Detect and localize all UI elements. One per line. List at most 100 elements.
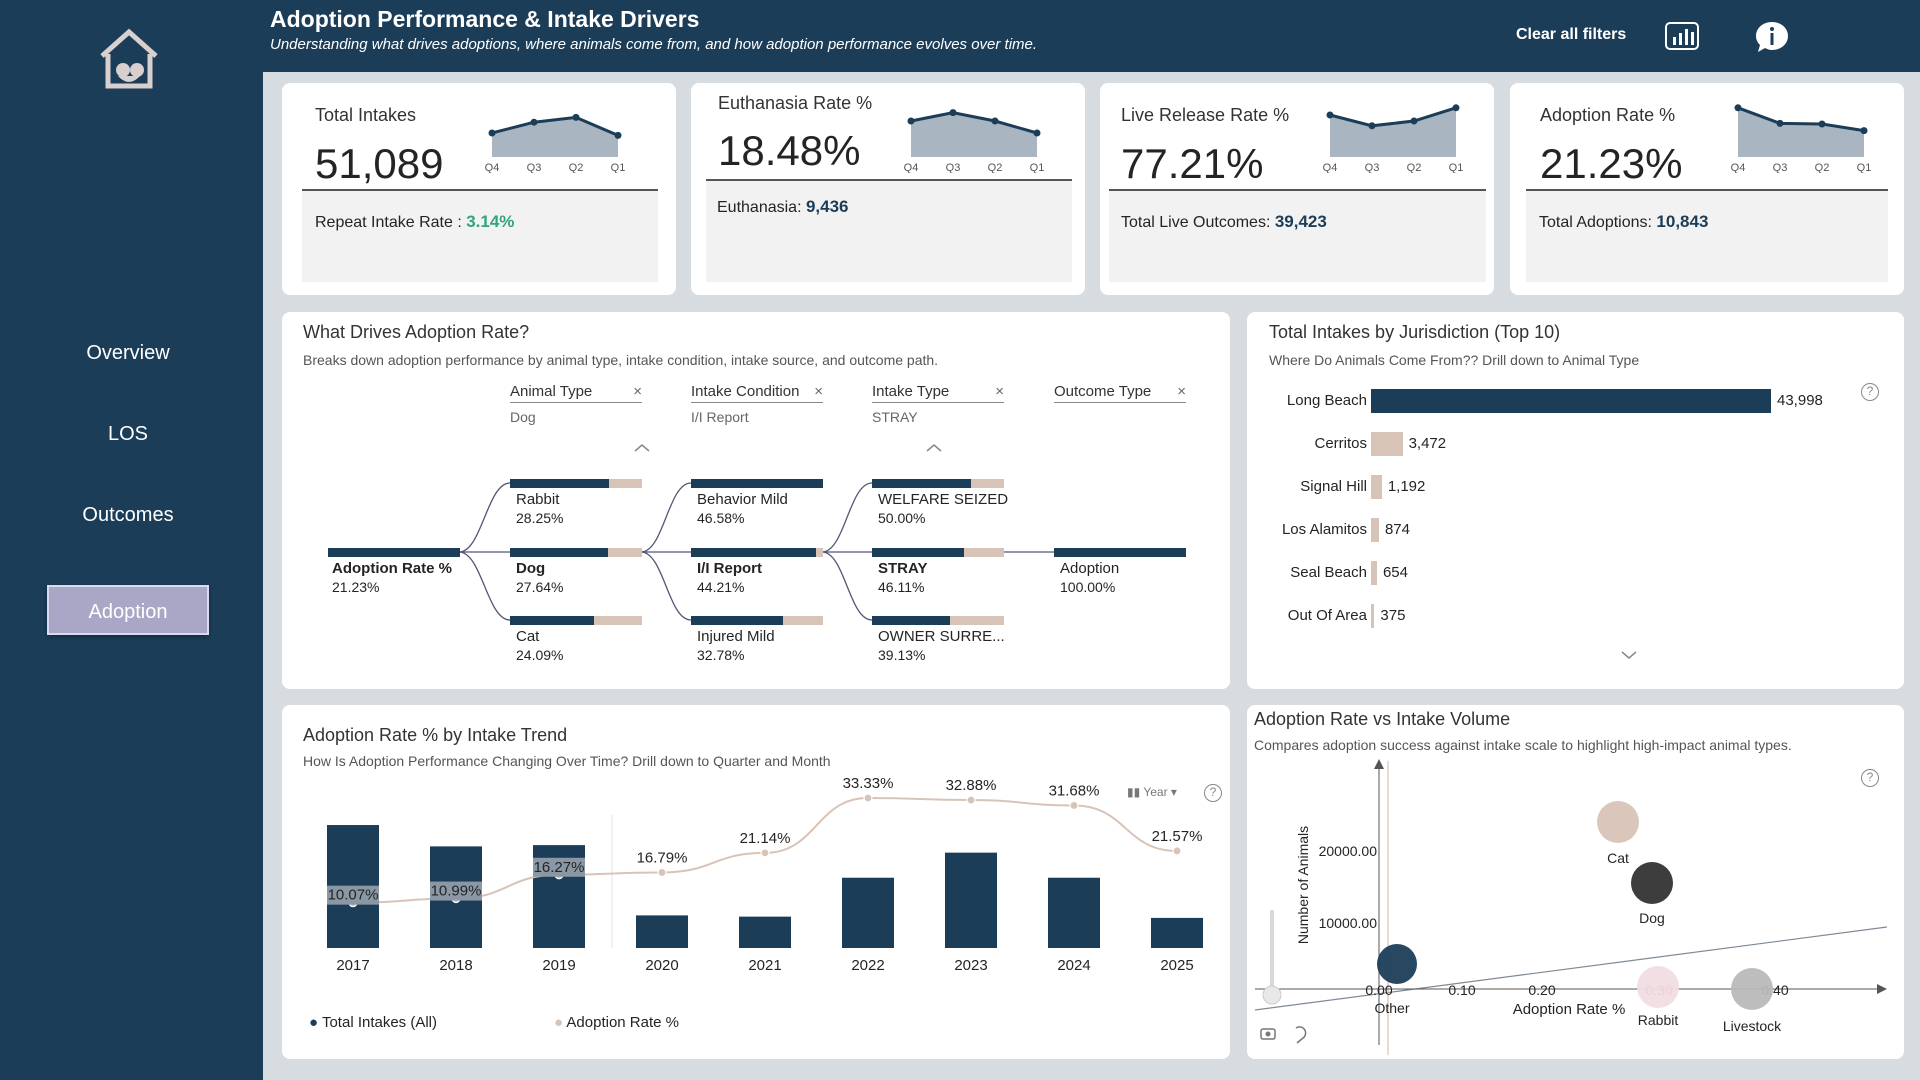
nav-overview[interactable]: Overview: [86, 342, 170, 364]
adoption-rate-point: [1172, 846, 1182, 856]
node-value: 21.23%: [332, 579, 380, 595]
kpi-card-euthanasia-rate: Euthanasia Rate % 18.48% Q4 Q3 Q2 Q1 Euthan…: [691, 83, 1085, 295]
page-title: Adoption Performance & Intake Drivers: [270, 6, 700, 32]
kpi-label: Euthanasia Rate %: [718, 93, 873, 113]
tree-node-ii-report[interactable]: I/I Report 44.21%: [691, 548, 823, 598]
drill-chart-icon: ▮▮: [1127, 785, 1144, 799]
card-title: What Drives Adoption Rate?: [303, 322, 530, 342]
adoption-rate-data-label: 10.99%: [431, 883, 482, 900]
adoption-rate-point: [863, 793, 873, 803]
x-tick-label: 0.10: [1448, 982, 1475, 998]
node-fill: [510, 548, 608, 557]
level-header-label: Intake Condition: [691, 383, 800, 400]
trend-chart: 2017 2018 2019 2020 2021 2022 2023 2024 2025 10.0…: [327, 775, 1203, 974]
jurisdiction-value: 1,192: [1387, 478, 1426, 495]
node-fill: [691, 479, 823, 488]
level-header-outcome-type: Outcome Type ×: [1054, 383, 1186, 403]
scroll-up-chevron-icon: [634, 444, 650, 452]
kpi-card-live-release-rate: Live Release Rate % 77.21% Q4 Q3 Q2 Q1 Tota…: [1100, 83, 1494, 295]
report-chart-icon[interactable]: [1664, 19, 1700, 55]
kpi-sparkline: Q4 Q3 Q2 Q1: [485, 113, 626, 173]
x-tick-label: 2019: [542, 957, 575, 974]
data-label-background: [533, 857, 585, 877]
tree-node-rabbit[interactable]: Rabbit 28.25%: [510, 479, 642, 529]
sparkline-tick-label: Q1: [611, 162, 626, 173]
kpi-sparkline: Q4 Q3 Q2 Q1: [1323, 104, 1463, 173]
scatter-chart: 0.000.100.200.300.4010000.0020000.00Adop…: [1254, 759, 1888, 1055]
tree-node-welfare-seized[interactable]: WELFARE SEIZED 50.00%: [872, 479, 1008, 529]
node-fill: [328, 548, 460, 557]
x-axis-arrow: [1877, 984, 1887, 994]
x-tick-label: 0.00: [1365, 982, 1392, 998]
adoption-rate-data-label: 21.57%: [1152, 828, 1203, 845]
tree-node-adoption[interactable]: Adoption 100.00%: [1054, 548, 1186, 598]
jurisdiction-value: 874: [1384, 521, 1410, 538]
scatter-point: [1637, 966, 1679, 1008]
card-subtitle: How Is Adoption Performance Changing Ove…: [303, 753, 831, 769]
sparkline-point: [1776, 119, 1784, 127]
sparkline-point: [1734, 104, 1742, 112]
tree-node-owner-surrender[interactable]: OWNER SURRE... 39.13%: [872, 616, 1005, 666]
info-icon[interactable]: [1754, 19, 1790, 55]
remove-level-icon[interactable]: ×: [1177, 383, 1186, 400]
jurisdiction-bar[interactable]: [1371, 518, 1379, 542]
scroll-down-chevron-icon[interactable]: [1620, 650, 1638, 660]
trend-bar: [1048, 877, 1100, 948]
remove-level-icon[interactable]: ×: [995, 383, 1004, 400]
nav-outcomes[interactable]: Outcomes: [82, 504, 174, 526]
tree-node-dog[interactable]: Dog 27.64%: [510, 548, 642, 598]
sparkline-tick-label: Q2: [988, 162, 1003, 173]
help-icon[interactable]: ?: [1204, 784, 1222, 802]
x-tick-label: 2020: [645, 957, 678, 974]
jurisdiction-bar[interactable]: [1371, 561, 1377, 585]
sparkline-point: [614, 131, 622, 139]
adoption-rate-point: [760, 848, 770, 858]
sparkline-line: [1329, 106, 1457, 128]
tree-node-cat[interactable]: Cat 24.09%: [510, 616, 642, 666]
sparkline-tick-label: Q4: [904, 162, 919, 173]
shelter-logo-icon: [100, 28, 158, 89]
jurisdiction-bar[interactable]: [1371, 389, 1771, 413]
node-fill: [872, 479, 971, 488]
node-name: OWNER SURRE...: [878, 628, 1005, 645]
remove-level-icon[interactable]: ×: [814, 383, 823, 400]
tree-node-behavior-mild[interactable]: Behavior Mild 46.58%: [691, 479, 823, 529]
adoption-rate-data-label: 10.07%: [328, 887, 379, 904]
kpi-foot-label: Euthanasia:: [717, 199, 806, 216]
tree-node-injured-mild[interactable]: Injured Mild 32.78%: [691, 616, 823, 666]
kpi-footer: Total Live Outcomes: 39,423: [1109, 189, 1486, 282]
year-drill-dropdown[interactable]: ▮▮ Year ▾: [1127, 785, 1177, 799]
tree-root-node[interactable]: Adoption Rate % 21.23%: [328, 548, 460, 598]
help-icon[interactable]: ?: [1861, 769, 1879, 787]
level-header-label: Intake Type: [872, 383, 950, 400]
jurisdiction-value: 43,998: [1777, 392, 1823, 409]
node-fill: [510, 479, 609, 488]
sparkline-tick-label: Q2: [1815, 162, 1830, 173]
scatter-point-label: Other: [1374, 1000, 1409, 1016]
adoption-rate-data-label: 33.33%: [843, 775, 894, 792]
jurisdiction-bar[interactable]: [1371, 604, 1375, 628]
nav-adoption[interactable]: Adoption: [47, 585, 209, 635]
remove-level-icon[interactable]: ×: [633, 383, 642, 400]
card-subtitle: Compares adoption success against intake…: [1254, 737, 1792, 753]
y-tick-label: 20000.00: [1319, 843, 1378, 859]
sparkline-point: [488, 129, 496, 137]
jurisdiction-value: 3,472: [1408, 435, 1447, 452]
y-axis-arrow: [1374, 759, 1384, 769]
help-icon[interactable]: ?: [1861, 383, 1879, 401]
sparkline-point: [949, 109, 957, 117]
dropdown-caret-icon: ▾: [1167, 785, 1177, 799]
legend-adoption-rate: ● Adoption Rate %: [554, 1014, 679, 1031]
nav-los[interactable]: LOS: [107, 423, 149, 445]
legend-label: Total Intakes (All): [321, 1014, 438, 1031]
kpi-label: Total Intakes: [315, 105, 417, 125]
node-name: Adoption: [1060, 560, 1120, 577]
jurisdiction-bar[interactable]: [1371, 432, 1403, 456]
tree-node-stray[interactable]: STRAY 46.11%: [872, 548, 1004, 598]
level-header-value: I/I Report: [691, 409, 749, 425]
jurisdiction-bar[interactable]: [1371, 475, 1382, 499]
kpi-footer: Repeat Intake Rate : 3.14%: [302, 189, 658, 282]
sparkline-point: [572, 113, 580, 121]
clear-filters-button[interactable]: Clear all filters: [1516, 26, 1627, 43]
kpi-foot-value: 39,423: [1274, 212, 1327, 231]
